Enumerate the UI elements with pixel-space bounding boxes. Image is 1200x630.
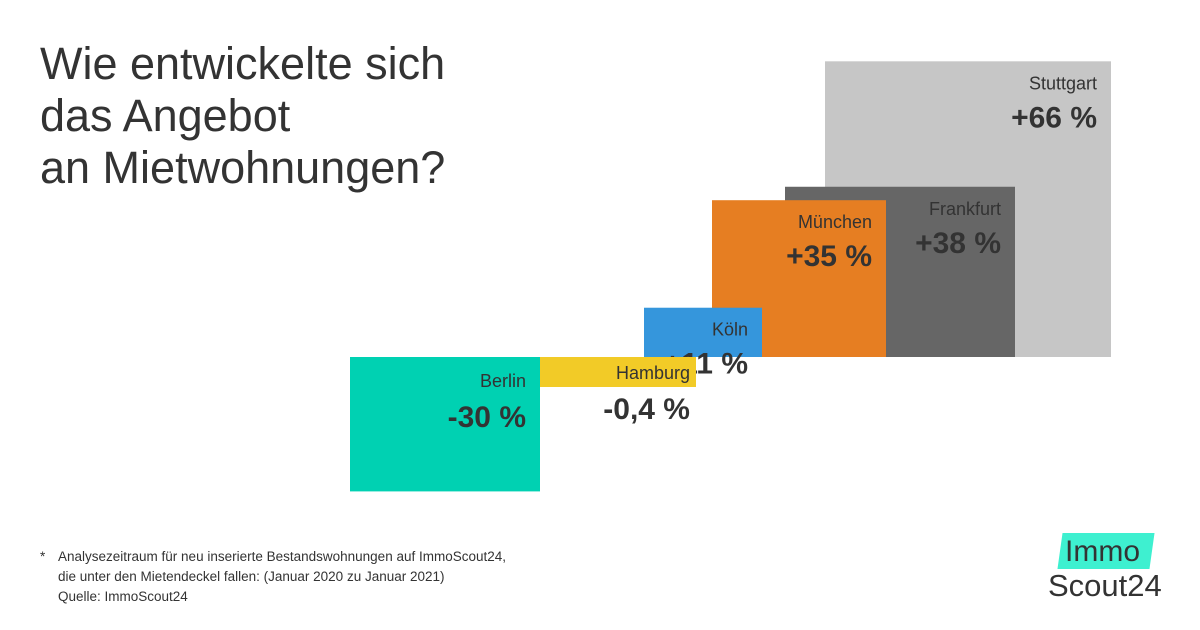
footnote-line-2: die unter den Mietendeckel fallen: (Janu…	[58, 569, 445, 584]
footnote-source: Quelle: ImmoScout24	[58, 589, 188, 604]
bar-group-hamburg: Hamburg -0,4 %	[540, 357, 696, 426]
value-label-stuttgart: +66 %	[1011, 101, 1097, 134]
title-line-1: Wie entwickelte sich	[40, 38, 446, 89]
value-label-muenchen: +35 %	[786, 240, 872, 273]
category-label-frankfurt: Frankfurt	[929, 199, 1001, 219]
category-label-stuttgart: Stuttgart	[1029, 73, 1097, 93]
category-label-koeln: Köln	[712, 320, 748, 340]
category-label-berlin: Berlin	[480, 371, 526, 391]
footnote-line-1: Analysezeitraum für neu inserierte Besta…	[58, 549, 507, 564]
title-line-3: an Mietwohnungen?	[40, 142, 446, 193]
logo-top-text: Immo	[1065, 535, 1140, 568]
value-label-berlin: -30 %	[448, 401, 526, 434]
value-label-frankfurt: +38 %	[915, 227, 1001, 260]
title-line-2: das Angebot	[40, 90, 291, 141]
bar-group-koeln: Köln+11 %	[644, 307, 762, 381]
bar-group-berlin: Berlin -30 %	[350, 357, 540, 492]
bar-koeln	[644, 307, 762, 357]
category-label-hamburg: Hamburg	[616, 363, 690, 383]
chart-title: Wie entwickelte sich das Angebot an Miet…	[40, 38, 445, 194]
category-label-muenchen: München	[798, 212, 872, 232]
logo-bottom-text: Scout24	[1048, 568, 1162, 603]
value-label-hamburg: -0,4 %	[603, 393, 690, 426]
immoscout24-logo: Immo Scout24	[1048, 533, 1163, 603]
bar-berlin	[350, 357, 540, 492]
footnote: * Analysezeitraum für neu inserierte Bes…	[40, 547, 506, 607]
bar-hamburg	[540, 357, 696, 387]
footnote-asterisk: *	[40, 549, 46, 564]
